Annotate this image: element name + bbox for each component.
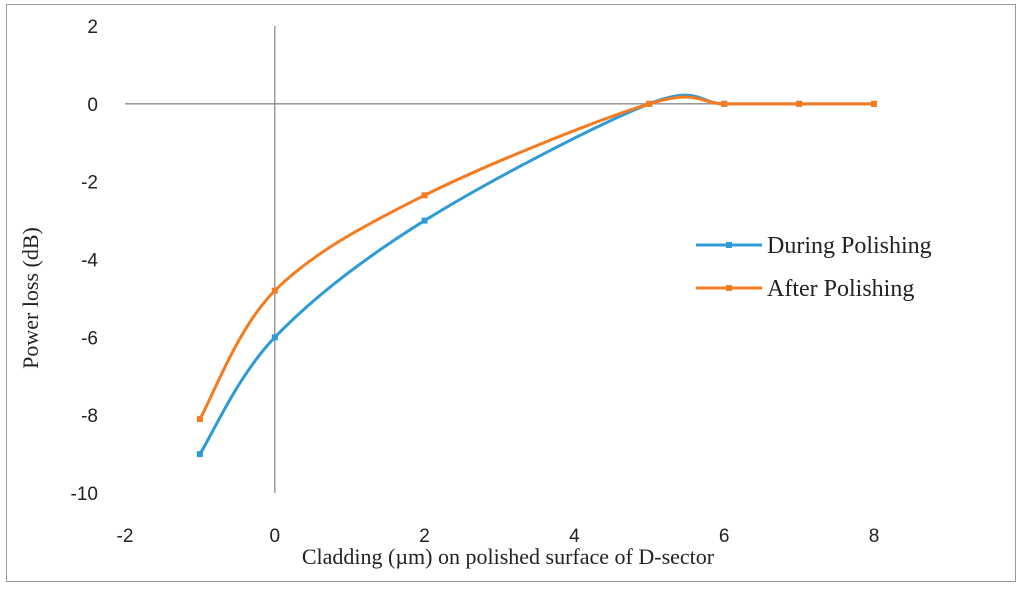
tick-labels: 2 0 -2 -4 -6 -8 -10 -2 0 2 4 6 8 — [71, 17, 880, 547]
y-tick-label: -4 — [81, 251, 98, 272]
legend-label: During Polishing — [767, 233, 932, 259]
data-point — [196, 451, 203, 458]
data-point — [421, 217, 428, 224]
x-axis-title: Cladding (µm) on polished surface of D-s… — [302, 544, 715, 569]
x-tick-label: 0 — [270, 526, 281, 547]
data-point — [421, 192, 428, 199]
legend-marker — [726, 242, 732, 248]
axes — [125, 26, 874, 493]
y-tick-label: -2 — [81, 173, 98, 194]
data-point — [271, 334, 278, 341]
x-tick-label: 4 — [569, 526, 580, 547]
x-tick-label: 8 — [869, 526, 880, 547]
data-point — [646, 100, 653, 107]
x-tick-label: -2 — [117, 526, 134, 547]
series-line-0 — [198, 93, 874, 455]
x-tick-label: 2 — [419, 526, 430, 547]
data-point — [196, 416, 203, 423]
y-tick-label: -10 — [71, 484, 98, 505]
data-point — [721, 100, 728, 107]
series-group — [196, 93, 877, 458]
y-tick-label: 2 — [87, 17, 98, 38]
y-axis-title: Power loss (dB) — [18, 227, 43, 369]
y-tick-label: 0 — [87, 95, 98, 116]
legend-marker — [726, 285, 732, 291]
data-point — [871, 100, 877, 107]
data-point — [271, 287, 278, 294]
data-point — [796, 100, 803, 107]
legend: During Polishing After Polishing — [696, 233, 932, 302]
x-tick-label: 6 — [719, 526, 730, 547]
chart-frame — [6, 4, 1016, 582]
y-tick-label: -6 — [81, 328, 98, 349]
y-tick-label: -8 — [81, 406, 98, 427]
legend-label: After Polishing — [767, 276, 914, 302]
